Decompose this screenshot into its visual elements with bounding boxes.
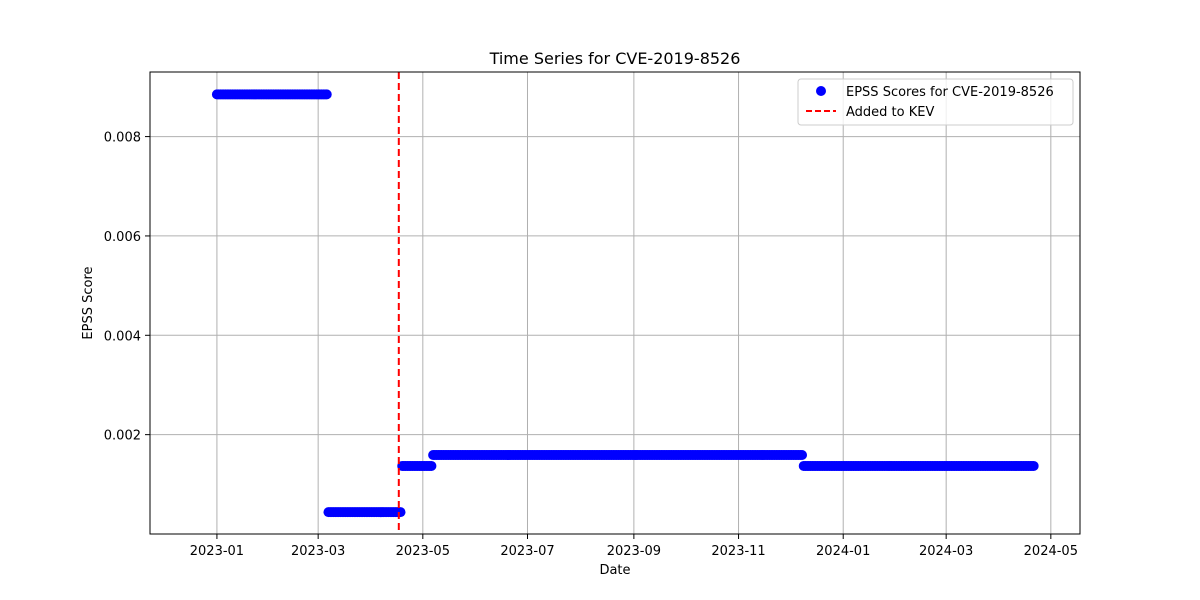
epss-data-point	[797, 450, 808, 461]
y-tick-label: 0.006	[104, 230, 141, 245]
x-tick-label: 2024-01	[816, 544, 870, 559]
epss-data-point	[1028, 460, 1039, 471]
epss-data-point	[426, 460, 437, 471]
x-tick-label: 2024-05	[1024, 544, 1078, 559]
y-tick-label: 0.004	[104, 329, 141, 344]
x-tick-label: 2024-03	[919, 544, 973, 559]
legend-label-scores: EPSS Scores for CVE-2019-8526	[846, 85, 1054, 100]
grid	[150, 72, 1080, 534]
chart-title: Time Series for CVE-2019-8526	[489, 49, 741, 68]
x-tick-label: 2023-07	[500, 544, 554, 559]
y-axis-ticks: 0.002 0.004 0.006 0.008	[104, 131, 150, 444]
x-axis-ticks: 2023-01 2023-03 2023-05 2023-07 2023-09 2023-…	[190, 534, 1078, 559]
legend: EPSS Scores for CVE-2019-8526 Added to K…	[797, 78, 1074, 126]
epss-data-point	[395, 507, 406, 518]
x-tick-label: 2023-05	[396, 544, 450, 559]
x-tick-label: 2023-11	[711, 544, 765, 559]
legend-box	[797, 78, 1074, 126]
data-points	[211, 89, 1039, 518]
legend-label-kev: Added to KEV	[846, 105, 934, 120]
y-tick-label: 0.002	[104, 429, 141, 444]
x-tick-label: 2023-09	[607, 544, 661, 559]
y-tick-label: 0.008	[104, 131, 141, 146]
x-tick-label: 2023-01	[190, 544, 244, 559]
plot-area-frame	[149, 71, 1081, 535]
x-axis-label: Date	[599, 563, 630, 578]
y-axis-label: EPSS Score	[81, 266, 96, 339]
legend-marker-scatter	[816, 86, 826, 96]
x-tick-label: 2023-03	[291, 544, 345, 559]
epss-data-point	[321, 89, 332, 100]
